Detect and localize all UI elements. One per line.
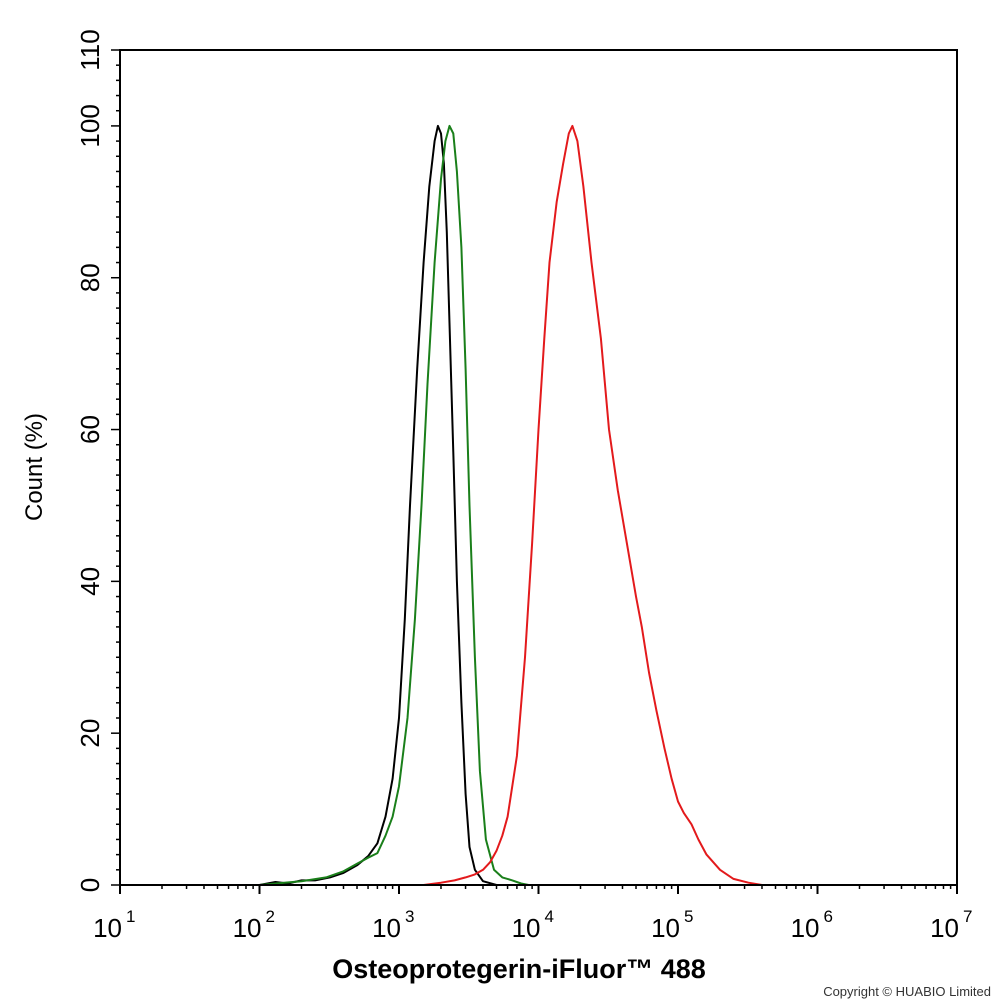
y-tick-label: 60 [75, 415, 105, 444]
x-tick-base: 10 [372, 913, 401, 943]
x-tick-exponent: 2 [266, 907, 275, 926]
x-tick-exponent: 6 [824, 907, 833, 926]
y-tick-label: 110 [75, 29, 105, 70]
y-tick-label: 40 [75, 567, 105, 596]
x-tick-exponent: 3 [405, 907, 414, 926]
x-tick-exponent: 1 [126, 907, 135, 926]
x-tick-label: 10 6 [791, 907, 833, 943]
x-tick-exponent: 4 [545, 907, 554, 926]
x-tick-base: 10 [930, 913, 959, 943]
x-tick-label: 10 1 [93, 907, 135, 943]
x-tick-labels: 10 1 10 2 10 3 10 4 10 5 10 6 10 7 [93, 907, 972, 943]
copyright-notice: Copyright © HUABIO Limited [823, 984, 991, 999]
y-tick-label: 0 [75, 878, 105, 892]
x-tick-label: 10 2 [233, 907, 275, 943]
y-tick-label: 100 [75, 104, 105, 147]
y-tick-label: 80 [75, 263, 105, 292]
major-ticks [111, 49, 958, 894]
histogram-series-3 [423, 124, 763, 886]
x-tick-exponent: 7 [963, 907, 972, 926]
x-tick-base: 10 [512, 913, 541, 943]
histogram-series-1 [259, 124, 497, 886]
histogram-series-2 [259, 124, 529, 886]
y-tick-label: 20 [75, 719, 105, 748]
series-layer [259, 124, 763, 886]
x-axis-title: Osteoprotegerin-iFluor™ 488 [332, 954, 706, 984]
x-tick-base: 10 [233, 913, 262, 943]
y-tick-labels: 0 20 40 60 80 100 110 [75, 29, 105, 892]
x-tick-label: 10 4 [512, 907, 554, 943]
plot-frame [119, 49, 958, 886]
y-axis-title: Count (%) [21, 413, 48, 521]
minor-ticks [116, 64, 952, 889]
x-tick-exponent: 5 [684, 907, 693, 926]
x-tick-label: 10 7 [930, 907, 972, 943]
x-tick-label: 10 3 [372, 907, 414, 943]
x-tick-base: 10 [791, 913, 820, 943]
x-tick-base: 10 [93, 913, 122, 943]
x-tick-label: 10 5 [651, 907, 693, 943]
x-tick-base: 10 [651, 913, 680, 943]
